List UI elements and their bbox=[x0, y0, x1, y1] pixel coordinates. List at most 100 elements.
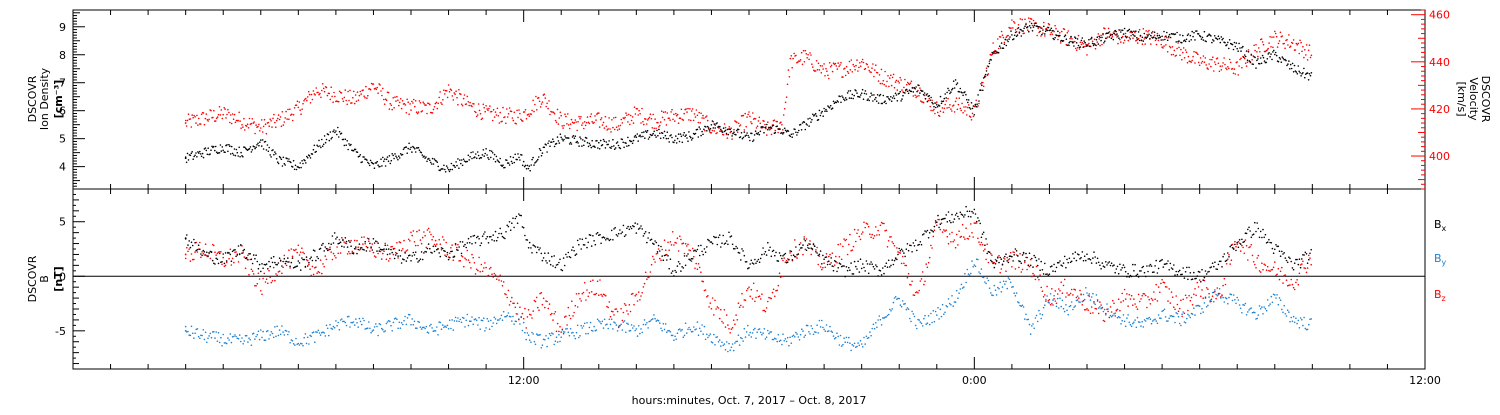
bx-series-point bbox=[445, 256, 447, 258]
bz-series-point bbox=[796, 257, 798, 259]
velocity-series-point bbox=[1233, 73, 1235, 75]
bz-series-point bbox=[729, 332, 731, 334]
bx-series-point bbox=[374, 242, 376, 244]
by-series-point bbox=[1044, 304, 1046, 306]
velocity-series-point bbox=[954, 111, 956, 113]
bz-series-point bbox=[679, 236, 681, 238]
bx-series-point bbox=[349, 241, 351, 243]
bz-series-point bbox=[961, 236, 963, 238]
by-series-point bbox=[1181, 313, 1183, 315]
bx-series-point bbox=[410, 260, 412, 262]
by-series-point bbox=[1226, 298, 1228, 300]
velocity-series-point bbox=[687, 108, 689, 110]
bx-series-point bbox=[254, 258, 256, 260]
density-series-point bbox=[1019, 32, 1021, 34]
density-series-point bbox=[872, 100, 874, 102]
by-series-point bbox=[1141, 321, 1143, 323]
by-series-point bbox=[873, 324, 875, 326]
by-series-point bbox=[1024, 318, 1026, 320]
bx-series-point bbox=[553, 255, 555, 257]
bx-series-point bbox=[353, 253, 355, 255]
velocity-series-point bbox=[298, 107, 300, 109]
by-series-point bbox=[426, 326, 428, 328]
density-series-point bbox=[1246, 50, 1248, 52]
bx-series-point bbox=[296, 265, 298, 267]
velocity-series-point bbox=[1144, 43, 1146, 45]
bz-series-point bbox=[391, 246, 393, 248]
velocity-series-point bbox=[587, 116, 589, 118]
bz-series-point bbox=[1024, 262, 1026, 264]
by-series-point bbox=[893, 302, 895, 304]
velocity-series-point bbox=[782, 129, 784, 131]
by-series-point bbox=[742, 340, 744, 342]
velocity-series-point bbox=[1238, 65, 1240, 67]
bz-series-point bbox=[187, 251, 189, 253]
velocity-series-point bbox=[1274, 31, 1276, 33]
density-series-point bbox=[205, 147, 207, 149]
bx-series-point bbox=[310, 256, 312, 258]
velocity-series-point bbox=[733, 129, 735, 131]
by-series-point bbox=[239, 334, 241, 336]
density-series-point bbox=[805, 129, 807, 131]
velocity-series-point bbox=[865, 68, 867, 70]
density-series-point bbox=[821, 111, 823, 113]
velocity-series-point bbox=[1123, 42, 1125, 44]
by-series-point bbox=[1130, 324, 1132, 326]
by-series-point bbox=[1289, 321, 1291, 323]
density-series-point bbox=[545, 144, 547, 146]
density-series-point bbox=[1113, 33, 1115, 35]
by-series-point bbox=[1288, 311, 1290, 313]
bx-series-point bbox=[474, 235, 476, 237]
bz-series-point bbox=[1220, 296, 1222, 298]
velocity-series-point bbox=[983, 86, 985, 88]
density-series-point bbox=[1018, 27, 1020, 29]
bz-series-point bbox=[1078, 297, 1080, 299]
velocity-series-point bbox=[1227, 66, 1229, 68]
bz-series-point bbox=[332, 259, 334, 261]
by-series-point bbox=[927, 322, 929, 324]
bz-series-point bbox=[1240, 250, 1242, 252]
density-series-point bbox=[191, 153, 193, 155]
density-series-point bbox=[309, 155, 311, 157]
by-series-point bbox=[280, 334, 282, 336]
velocity-series-point bbox=[297, 101, 299, 103]
bz-series-point bbox=[489, 268, 491, 270]
density-series-point bbox=[1118, 37, 1120, 39]
velocity-series-point bbox=[1088, 43, 1090, 45]
density-series-point bbox=[675, 135, 677, 137]
velocity-series-point bbox=[767, 121, 769, 123]
by-series-point bbox=[259, 339, 261, 341]
velocity-series-point bbox=[555, 120, 557, 122]
velocity-series-point bbox=[759, 117, 761, 119]
velocity-series-point bbox=[383, 99, 385, 101]
bz-series-point bbox=[596, 293, 598, 295]
density-series-point bbox=[1154, 31, 1156, 33]
by-series-point bbox=[922, 325, 924, 327]
by-series-point bbox=[384, 330, 386, 332]
bz-series-point bbox=[1192, 304, 1194, 306]
density-series-point bbox=[1279, 57, 1281, 59]
by-series-point bbox=[1036, 315, 1038, 317]
bz-series-point bbox=[1245, 239, 1247, 241]
velocity-series-point bbox=[871, 67, 873, 69]
density-series-point bbox=[1066, 38, 1068, 40]
density-series-point bbox=[409, 149, 411, 151]
bz-series-point bbox=[887, 246, 889, 248]
bx-series-point bbox=[390, 249, 392, 251]
bx-series-point bbox=[502, 236, 504, 238]
bx-series-point bbox=[599, 234, 601, 236]
bz-series-point bbox=[553, 313, 555, 315]
by-series-point bbox=[377, 335, 379, 337]
bz-series-point bbox=[221, 264, 223, 266]
velocity-series-point bbox=[1257, 56, 1259, 58]
velocity-series-point bbox=[950, 108, 952, 110]
bz-series-point bbox=[244, 256, 246, 258]
velocity-series-point bbox=[506, 108, 508, 110]
density-series-point bbox=[966, 99, 968, 101]
density-series-point bbox=[1011, 34, 1013, 36]
by-series-point bbox=[909, 318, 911, 320]
density-series-point bbox=[908, 93, 910, 95]
bz-series-point bbox=[379, 247, 381, 249]
by-series-point bbox=[353, 321, 355, 323]
velocity-series-point bbox=[1098, 33, 1100, 35]
